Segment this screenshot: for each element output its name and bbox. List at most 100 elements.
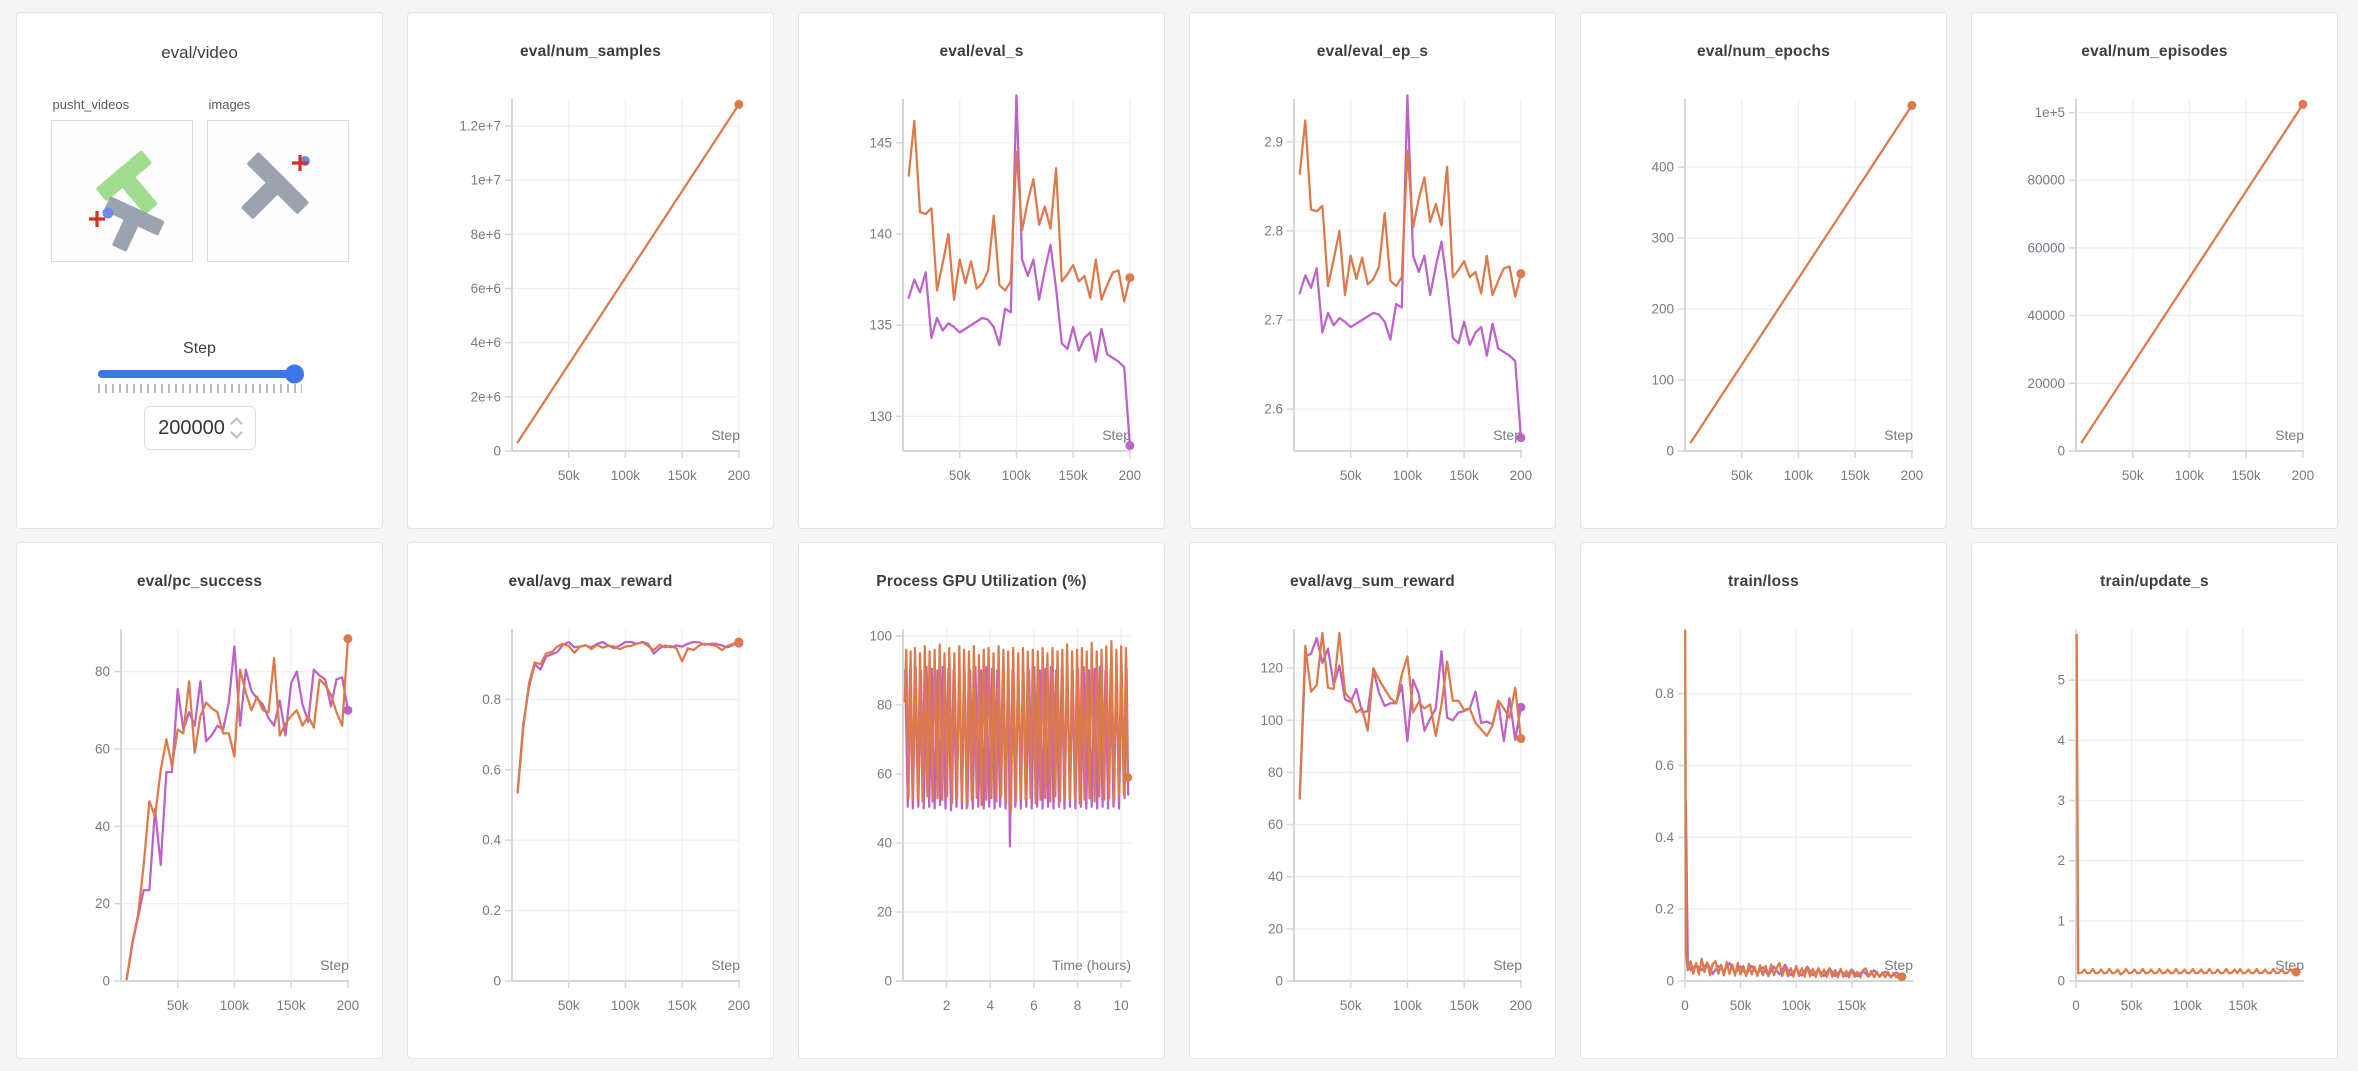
chart-panel[interactable]: eval/avg_sum_reward 0 20 40 60 80 100 120 50k 100… bbox=[1189, 542, 1556, 1059]
series-orange-endpoint-dot bbox=[1897, 972, 1907, 982]
chart-title: eval/num_samples bbox=[519, 43, 662, 60]
y-tick-label: 60 bbox=[877, 766, 892, 781]
x-axis-label: Step bbox=[711, 427, 740, 443]
chart-panel[interactable]: eval/eval_ep_s 2.6 2.7 2.8 2.9 50k 100k 150k 200… bbox=[1189, 12, 1556, 529]
y-tick-label: 145 bbox=[869, 135, 892, 150]
y-tick-label: 140 bbox=[869, 226, 892, 241]
chart-canvas: 0 20000 40000 60000 80000 1e+5 50k 100k 150k 200 S… bbox=[2027, 99, 2314, 483]
video-thumbnails: pusht_videos bbox=[17, 97, 382, 262]
chart-canvas: 2.6 2.7 2.8 2.9 50k 100k 150k 200 Step bbox=[1264, 94, 1533, 483]
series-purple-line bbox=[125, 645, 350, 981]
y-tick-label: 60 bbox=[95, 741, 110, 756]
chart-title: eval/num_epochs bbox=[1696, 43, 1831, 60]
y-tick-label: 20 bbox=[95, 896, 110, 911]
x-tick-label: 150k bbox=[1450, 998, 1480, 1013]
x-tick-label: 4 bbox=[987, 998, 995, 1013]
x-tick-label: 200 bbox=[1901, 468, 1924, 483]
chart-panel[interactable]: eval/num_episodes 0 20000 40000 60000 80000 1e… bbox=[1971, 12, 2338, 529]
x-tick-label: 0 bbox=[1681, 998, 1689, 1013]
x-axis-label: Step bbox=[1493, 957, 1522, 973]
y-tick-label: 2.7 bbox=[1264, 313, 1283, 328]
chart-panel[interactable]: eval/num_samples 0 2e+6 4e+6 6e+6 8e+6 1e+7 1.2… bbox=[407, 12, 774, 529]
x-tick-label: 200 bbox=[1510, 468, 1533, 483]
y-tick-label: 400 bbox=[1651, 160, 1674, 175]
chart-panel[interactable]: eval/eval_s 130 135 140 145 50k 100k 150k 200 Ste… bbox=[798, 12, 1165, 529]
y-tick-label: 4e+6 bbox=[471, 335, 501, 350]
chart-panel[interactable]: Process GPU Utilization (%) 0 20 40 60 80 100 2… bbox=[798, 542, 1165, 1059]
target-cross bbox=[291, 155, 308, 171]
x-tick-label: 0 bbox=[2072, 998, 2080, 1013]
step-slider[interactable] bbox=[97, 364, 304, 384]
series-orange-endpoint-dot bbox=[1516, 734, 1526, 744]
x-axis-label: Step bbox=[1493, 427, 1522, 443]
series-purple-line bbox=[1684, 800, 1904, 979]
step-slider-thumb[interactable] bbox=[284, 364, 304, 384]
x-tick-label: 150k bbox=[2228, 998, 2258, 1013]
y-tick-label: 130 bbox=[869, 409, 892, 424]
images-thumbnail[interactable] bbox=[206, 120, 349, 262]
x-tick-label: 50k bbox=[2121, 998, 2143, 1013]
x-tick-label: 150k bbox=[2232, 468, 2262, 483]
series-orange-line bbox=[2075, 633, 2298, 976]
x-axis-label: Step bbox=[1102, 427, 1131, 443]
series-orange-line bbox=[125, 637, 350, 981]
x-tick-label: 2 bbox=[943, 998, 951, 1013]
green-t-shape bbox=[95, 150, 157, 215]
x-tick-label: 100k bbox=[1002, 468, 1032, 483]
y-tick-label: 120 bbox=[1260, 661, 1283, 676]
x-tick-label: 150k bbox=[277, 998, 307, 1013]
agent-dot bbox=[102, 207, 113, 219]
x-tick-label: 100k bbox=[2175, 468, 2205, 483]
chart-panel[interactable]: train/update_s 0 1 2 3 4 5 0 50k 100k 150k Step bbox=[1971, 542, 2338, 1059]
series-orange-endpoint-dot bbox=[1907, 100, 1917, 110]
chart-panel[interactable]: eval/pc_success 0 20 40 60 80 50k 100k 150k 200 St… bbox=[16, 542, 383, 1059]
chart-panel[interactable]: train/loss 0 0.2 0.4 0.6 0.8 0 50k 100k 150k Step bbox=[1580, 542, 1947, 1059]
series-orange-line bbox=[1298, 119, 1523, 298]
series-orange-endpoint-dot bbox=[734, 637, 744, 647]
y-tick-label: 0 bbox=[1275, 974, 1283, 989]
x-axis-label: Step bbox=[320, 957, 349, 973]
y-tick-label: 0 bbox=[1666, 974, 1674, 989]
chart-title: eval/num_episodes bbox=[2081, 43, 2228, 60]
series-purple-endpoint-dot bbox=[343, 705, 353, 715]
x-axis-label: Step bbox=[2275, 427, 2304, 443]
x-axis-label: Step bbox=[1884, 957, 1913, 973]
chart-panel[interactable]: eval/avg_max_reward 0 0.2 0.4 0.6 0.8 50k 100k 1… bbox=[407, 542, 774, 1059]
y-tick-label: 40 bbox=[877, 835, 892, 850]
y-tick-label: 2e+6 bbox=[471, 389, 501, 404]
y-tick-label: 0 bbox=[2057, 444, 2065, 459]
y-tick-label: 60 bbox=[1268, 817, 1283, 832]
y-tick-label: 3 bbox=[2057, 793, 2065, 808]
series-purple-line bbox=[1298, 636, 1523, 800]
y-tick-label: 40000 bbox=[2027, 308, 2065, 323]
y-tick-label: 80000 bbox=[2027, 173, 2065, 188]
step-slider-label: Step bbox=[183, 340, 216, 357]
chart-title: eval/eval_s bbox=[939, 43, 1024, 60]
y-tick-label: 300 bbox=[1651, 231, 1674, 246]
panel-eval-video[interactable]: eval/video pusht_videos bbox=[16, 12, 383, 529]
pusht-video-frame bbox=[88, 150, 164, 252]
y-tick-label: 40 bbox=[95, 819, 110, 834]
series-orange-endpoint-dot bbox=[1125, 273, 1135, 283]
y-tick-label: 6e+6 bbox=[471, 281, 501, 296]
y-tick-label: 0 bbox=[493, 444, 501, 459]
series-orange-line bbox=[1298, 631, 1523, 800]
chart-panel[interactable]: eval/num_epochs 0 100 200 300 400 50k 100k 150k 2… bbox=[1580, 12, 1947, 529]
x-tick-label: 50k bbox=[1731, 468, 1753, 483]
y-tick-label: 20 bbox=[1268, 921, 1283, 936]
y-tick-label: 200 bbox=[1651, 302, 1674, 317]
x-tick-label: 200 bbox=[1510, 998, 1533, 1013]
target-cross bbox=[88, 211, 105, 227]
chart-canvas: 0 20 40 60 80 50k 100k 150k 200 Step bbox=[95, 629, 359, 1013]
chart-canvas: 0 20 40 60 80 100 120 50k 100k 150k 200 Step bbox=[1260, 629, 1533, 1013]
step-number-input[interactable]: 200000 bbox=[143, 406, 256, 450]
chevron-down-icon bbox=[230, 426, 243, 439]
y-tick-label: 0.6 bbox=[1655, 758, 1674, 773]
x-tick-label: 50k bbox=[2122, 468, 2144, 483]
x-tick-label: 50k bbox=[1340, 998, 1362, 1013]
pusht-video-thumbnail[interactable] bbox=[50, 120, 193, 262]
y-tick-label: 100 bbox=[1651, 373, 1674, 388]
stepper-arrows[interactable] bbox=[230, 417, 243, 439]
chart-canvas: 0 2e+6 4e+6 6e+6 8e+6 1e+7 1.2e+7 50k 100k 150k 20… bbox=[459, 99, 750, 483]
